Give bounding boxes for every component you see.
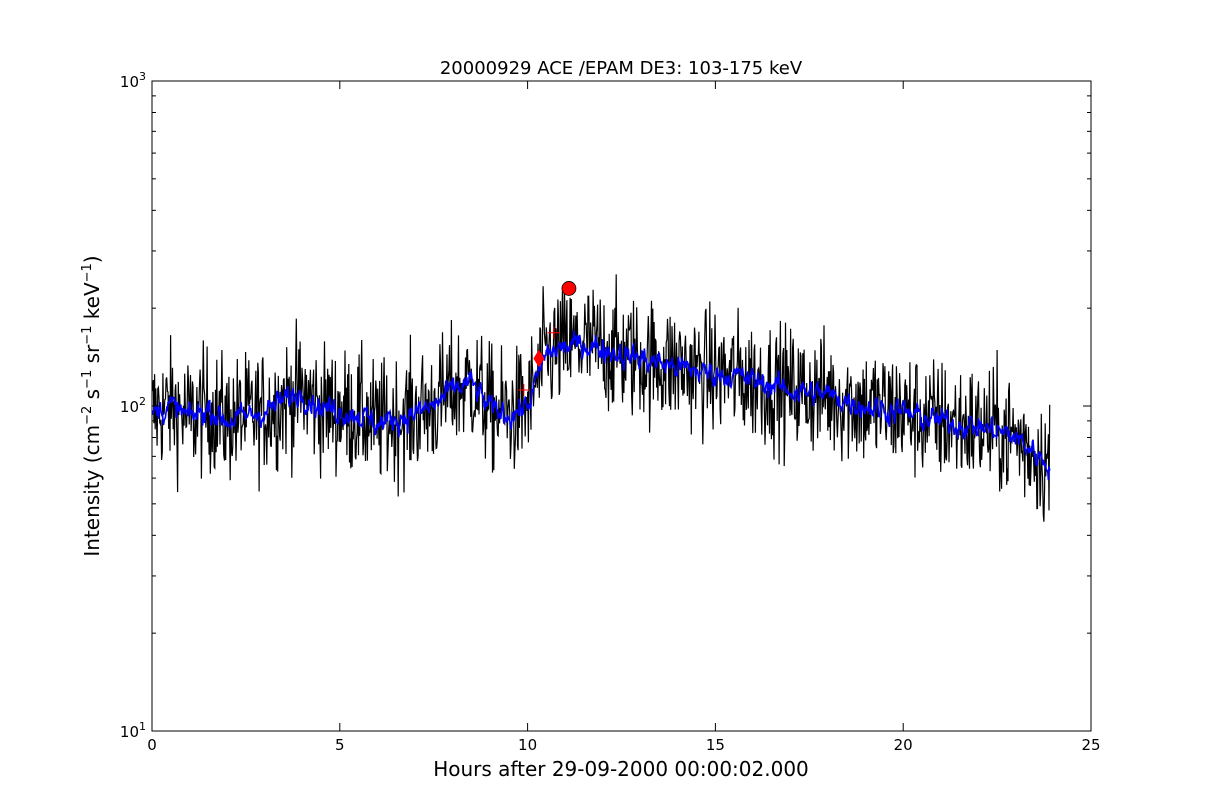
raw-series-line bbox=[152, 274, 1051, 522]
x-tick-label: 5 bbox=[335, 736, 345, 754]
smoothed-series-line bbox=[152, 330, 1051, 481]
x-tick-label: 15 bbox=[706, 736, 725, 754]
plus-marker bbox=[547, 326, 560, 339]
marker-layer bbox=[517, 281, 577, 397]
chart-title: 20000929 ACE /EPAM DE3: 103-175 keV bbox=[440, 58, 803, 79]
series-layer bbox=[152, 274, 1051, 522]
plus-marker bbox=[517, 384, 530, 397]
circle-marker bbox=[561, 281, 577, 296]
diamond-marker bbox=[533, 349, 545, 368]
y-axis-ticks: 101 102 103 bbox=[120, 70, 1091, 741]
y-axis-label: Intensity (cm−2 s−1 sr−1 keV−1) bbox=[80, 255, 104, 556]
x-tick-label: 0 bbox=[147, 736, 157, 754]
x-tick-label: 20 bbox=[894, 736, 913, 754]
x-tick-label: 10 bbox=[518, 736, 537, 754]
x-tick-label: 25 bbox=[1081, 736, 1100, 754]
x-axis-ticks: 0 5 10 15 20 25 bbox=[147, 81, 1101, 754]
x-axis-label: Hours after 29-09-2000 00:00:02.000 bbox=[433, 757, 809, 781]
y-tick-label: 103 bbox=[120, 70, 146, 91]
y-tick-label: 102 bbox=[120, 395, 146, 416]
y-tick-label: 101 bbox=[120, 720, 146, 741]
